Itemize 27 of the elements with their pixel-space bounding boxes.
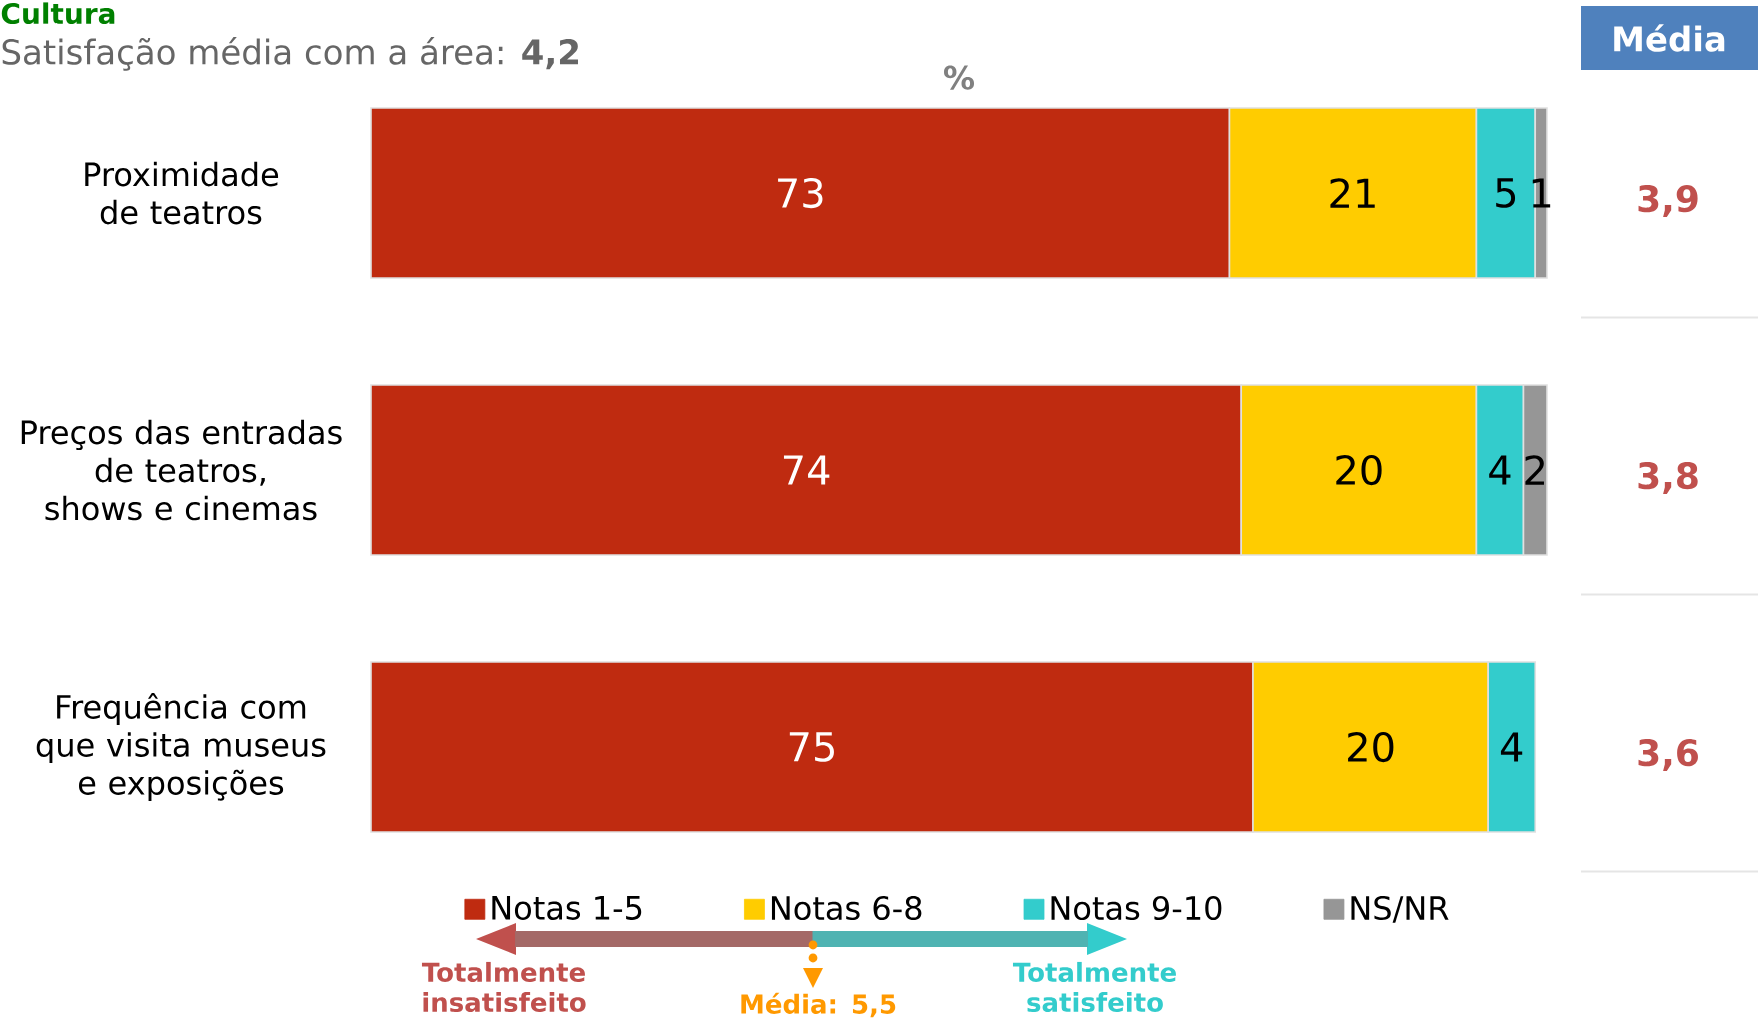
data-label: 2 (1525, 455, 1544, 485)
data-label: 21 (1330, 178, 1375, 208)
data-label: 20 (1336, 454, 1382, 486)
text: Notas 1-5 (492, 896, 642, 920)
text: 3,6 (1638, 739, 1698, 771)
data-label: 5 (1496, 178, 1516, 208)
text: Média: 5,5 (741, 992, 896, 1018)
y-tick-label: Preços das entradas de teatros, shows e cinemas (21, 419, 342, 521)
y-tick-label: Frequência com que visita museus e exposições (36, 692, 326, 802)
data-label: 74 (783, 455, 830, 485)
data-label: 4 (1489, 455, 1511, 485)
data-label: 4 (1500, 732, 1523, 762)
text: Cultura (1, 2, 115, 25)
x-axis-title: % (944, 65, 975, 90)
text: Totalmente insatisfeito (421, 961, 586, 1013)
legend-label: Notas 9-10 (1051, 895, 1222, 921)
y-tick-label: Proximidade de teatros (85, 161, 279, 225)
text: Totalmente satisfeito (1012, 961, 1176, 1013)
data-label: 20 (1348, 731, 1394, 763)
text: 3,8 (1638, 462, 1698, 494)
chart-subtitle: Satisfação média com a área: 4,2 (2, 37, 578, 71)
legend-label: NS/NR (1351, 895, 1449, 923)
data-label: 75 (789, 732, 834, 762)
data-label: 73 (778, 177, 823, 209)
text: Média (1614, 24, 1725, 52)
legend-label: Notas 6-8 (771, 895, 922, 921)
text: 3,9 (1638, 185, 1698, 217)
